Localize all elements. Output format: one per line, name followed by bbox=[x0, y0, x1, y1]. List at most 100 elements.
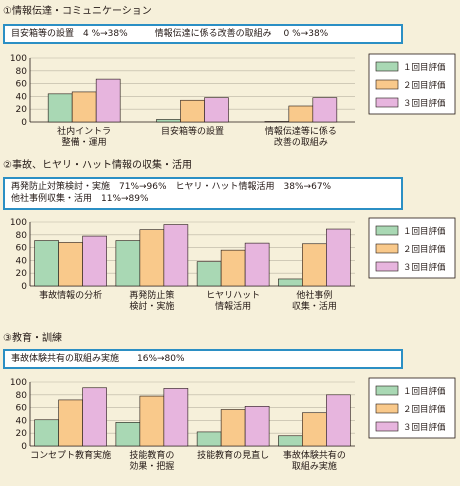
bar bbox=[71, 91, 97, 123]
summary-box: 目安箱等の設置 4 %→38% 情報伝達に係る改善の取組み 0 %→38% bbox=[3, 24, 403, 44]
category-label: 他社事例 bbox=[296, 289, 332, 301]
bar bbox=[180, 99, 205, 123]
bar bbox=[34, 419, 59, 447]
y-tick-label: 40 bbox=[16, 416, 28, 426]
bar bbox=[196, 431, 222, 447]
bar bbox=[264, 121, 290, 123]
legend-label: ３回目評価 bbox=[403, 98, 446, 109]
y-tick-label: 40 bbox=[16, 256, 28, 266]
legend-label: ３回目評価 bbox=[403, 262, 446, 273]
legend-label: １回目評価 bbox=[403, 62, 446, 73]
bar bbox=[244, 406, 270, 447]
category-label: 情報活用 bbox=[215, 300, 251, 312]
y-tick-label: 20 bbox=[16, 269, 28, 279]
legend-swatch bbox=[375, 97, 399, 108]
section-communication: ①情報伝達・コミュニケーション 目安箱等の設置 4 %→38% 情報伝達に係る改… bbox=[0, 0, 460, 160]
bar bbox=[288, 105, 314, 123]
legend-swatch bbox=[375, 403, 399, 414]
bar bbox=[115, 240, 141, 287]
category-label: 情報伝達等に係る bbox=[265, 125, 337, 137]
bar bbox=[58, 399, 83, 447]
bar bbox=[220, 409, 246, 447]
summary-line: 他社事例収集・活用 11%→89% bbox=[11, 194, 149, 204]
bar bbox=[278, 278, 303, 287]
legend-label: ３回目評価 bbox=[403, 422, 446, 433]
bar bbox=[244, 242, 270, 287]
bar bbox=[82, 235, 107, 287]
category-label: 取組み実施 bbox=[292, 460, 337, 472]
y-tick-label: 100 bbox=[10, 378, 27, 388]
category-label: 整備・運用 bbox=[62, 136, 107, 148]
summary-line: 目安箱等の設置 4 %→38% 情報伝達に係る改善の取組み 0 %→38% bbox=[11, 29, 329, 39]
section-title: ①情報伝達・コミュニケーション bbox=[3, 6, 152, 17]
legend-label: ２回目評価 bbox=[403, 244, 446, 255]
legend-label: ２回目評価 bbox=[403, 404, 446, 415]
bar bbox=[58, 242, 83, 287]
bar bbox=[302, 243, 327, 287]
bar bbox=[163, 388, 189, 447]
section-title: ②事故、ヒヤリ・ハット情報の収集・活用 bbox=[3, 160, 192, 171]
summary-box: 事故体験共有の取組み実施 16%→80% bbox=[3, 349, 403, 369]
section-training: ③教育・訓練 事故体験共有の取組み実施 16%→80% 100 80 60 40 20 0… bbox=[0, 330, 460, 483]
y-tick-label: 60 bbox=[16, 80, 28, 90]
summary-line: 再発防止対策検討・実施 71%→96% ヒヤリ・ハット情報活用 38%→67% bbox=[11, 182, 332, 192]
bar bbox=[326, 228, 351, 287]
y-tick-label: 20 bbox=[16, 429, 28, 439]
bar bbox=[139, 395, 165, 447]
y-tick-label: 20 bbox=[16, 105, 28, 115]
bar bbox=[312, 97, 338, 123]
bar bbox=[95, 78, 121, 123]
legend-swatch bbox=[375, 385, 399, 396]
legend-label: １回目評価 bbox=[403, 226, 446, 237]
legend-swatch bbox=[375, 61, 399, 72]
section-incident-info: ②事故、ヒヤリ・ハット情報の収集・活用 再発防止対策検討・実施 71%→96% … bbox=[0, 160, 460, 325]
legend-label: ２回目評価 bbox=[403, 80, 446, 91]
bar bbox=[204, 97, 229, 123]
category-label: 再発防止策 bbox=[129, 289, 174, 301]
category-label: 検討・実施 bbox=[129, 300, 174, 312]
legend-swatch bbox=[375, 79, 399, 90]
summary-line: 事故体験共有の取組み実施 16%→80% bbox=[11, 354, 185, 364]
legend-swatch bbox=[375, 261, 399, 272]
legend-swatch bbox=[375, 225, 399, 236]
category-label: 収集・活用 bbox=[292, 300, 337, 312]
bar bbox=[326, 394, 351, 447]
category-label: 効果・把握 bbox=[129, 460, 174, 472]
y-tick-label: 60 bbox=[16, 404, 28, 414]
y-tick-label: 80 bbox=[16, 391, 28, 401]
y-tick-label: 100 bbox=[10, 54, 27, 64]
bar bbox=[220, 249, 246, 287]
bar bbox=[163, 224, 189, 287]
summary-box: 再発防止対策検討・実施 71%→96% ヒヤリ・ハット情報活用 38%→67% … bbox=[3, 177, 403, 210]
category-label: 技能教育の bbox=[129, 449, 174, 461]
bar bbox=[139, 229, 165, 287]
legend-swatch bbox=[375, 421, 399, 432]
category-label: 社内イントラ bbox=[57, 125, 111, 137]
y-tick-label: 100 bbox=[10, 218, 27, 228]
category-label: ヒヤリハット bbox=[206, 290, 260, 301]
category-label: 事故体験共有の bbox=[283, 449, 346, 461]
y-tick-label: 60 bbox=[16, 244, 28, 254]
category-label: 改善の取組み bbox=[274, 136, 328, 148]
bar bbox=[47, 93, 73, 123]
y-tick-label: 0 bbox=[21, 442, 27, 452]
y-tick-label: 80 bbox=[16, 67, 28, 77]
y-tick-label: 80 bbox=[16, 231, 28, 241]
category-label: コンセプト教育実施 bbox=[30, 449, 111, 461]
bar bbox=[34, 240, 59, 287]
bar bbox=[82, 387, 107, 447]
bar bbox=[302, 412, 327, 447]
y-tick-label: 0 bbox=[21, 282, 27, 292]
section-title: ③教育・訓練 bbox=[3, 333, 62, 344]
y-tick-label: 40 bbox=[16, 92, 28, 102]
category-label: 事故情報の分析 bbox=[39, 289, 102, 301]
category-label: 技能教育の見直し bbox=[197, 449, 269, 461]
y-tick-label: 0 bbox=[21, 118, 27, 128]
bar bbox=[156, 119, 181, 123]
bar bbox=[278, 435, 303, 447]
legend-swatch bbox=[375, 243, 399, 254]
legend-label: １回目評価 bbox=[403, 386, 446, 397]
